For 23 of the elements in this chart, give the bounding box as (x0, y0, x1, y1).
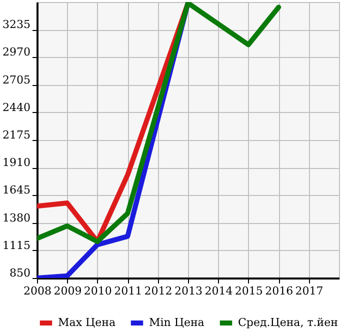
legend-label: Min Цена (149, 316, 205, 329)
y-tick-label: 1910 (2, 156, 30, 170)
x-tick-label: 2017 (295, 284, 324, 298)
legend-label: Сред.Цена, т.йен (238, 316, 338, 329)
x-tick-label: 2016 (265, 284, 294, 298)
y-tick-label: 1645 (2, 184, 30, 197)
x-tick-label: 2014 (204, 284, 233, 298)
x-tick-label: 2010 (84, 284, 112, 298)
x-tick-label: 2013 (174, 284, 202, 298)
x-tick-label: 2009 (54, 284, 82, 298)
y-tick-label: 2175 (2, 128, 30, 142)
y-tick-label: 850 (10, 266, 30, 280)
x-tick-label: 2015 (234, 284, 263, 298)
y-tick-label: 1115 (2, 238, 30, 252)
y-tick-label: 1380 (2, 211, 30, 224)
y-tick-label: 3235 (2, 18, 30, 32)
x-tick-label: 2008 (24, 284, 52, 298)
x-tick-label: 2011 (114, 284, 142, 298)
y-tick-label: 2705 (2, 73, 30, 86)
y-tick-label: 2970 (2, 46, 30, 59)
legend-label: Max Цена (58, 316, 116, 329)
x-tick-label: 2012 (144, 284, 172, 298)
y-tick-label: 2440 (2, 100, 30, 114)
